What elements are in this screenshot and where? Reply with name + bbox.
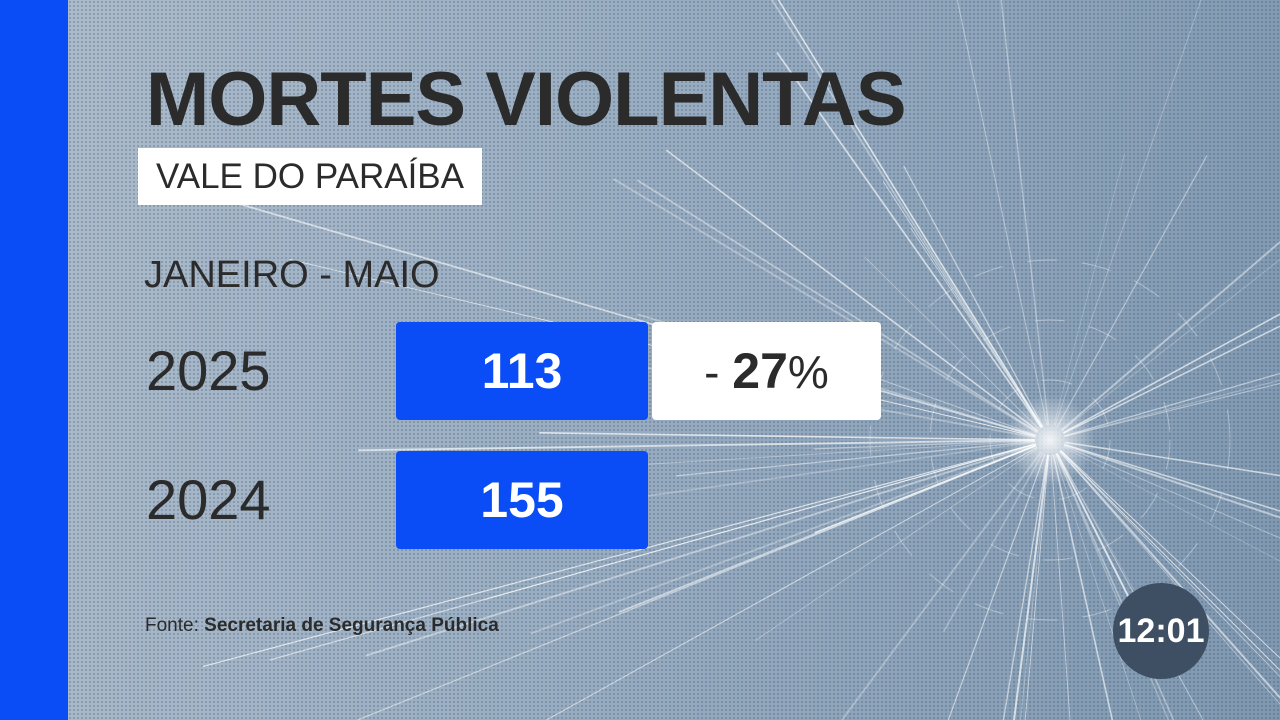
crack-line: [1064, 372, 1280, 437]
change-unit: %: [787, 346, 829, 398]
crack-line: [1064, 379, 1280, 437]
change-badge: - 27%: [652, 322, 881, 420]
crack-line: [1063, 325, 1280, 435]
crack-line: [841, 451, 1042, 720]
crack-line: [636, 179, 1038, 433]
crack-line: [1000, 0, 1050, 426]
crack-line: [365, 443, 1036, 657]
crack-line: [1060, 450, 1280, 677]
crack-ring: [989, 379, 1111, 501]
crack-line: [813, 439, 1036, 450]
year-2024-label: 2024: [146, 468, 271, 531]
crack-line: [484, 443, 1036, 600]
crack-line: [1064, 382, 1280, 437]
period-label: JANEIRO - MAIO: [144, 254, 440, 296]
crack-line: [546, 446, 1038, 720]
crack-line: [1063, 443, 1280, 519]
crack-line: [942, 452, 1044, 633]
crack-ring: [929, 319, 1171, 561]
crack-line: [192, 189, 1036, 437]
crack-line: [1019, 454, 1049, 720]
crack-line: [1054, 454, 1142, 720]
crack-line: [530, 444, 1037, 635]
crack-line: [1061, 259, 1280, 432]
crack-line: [1002, 454, 1049, 720]
crack-line: [777, 0, 1043, 428]
crack-line: [882, 181, 1043, 428]
accent-stripe: [0, 0, 68, 720]
crack-line: [956, 0, 1048, 426]
crack-line: [864, 256, 1040, 430]
source-note: Fonte: Secretaria de Segurança Pública: [145, 615, 499, 637]
crack-line: [1063, 445, 1280, 539]
crack-line: [676, 440, 1036, 477]
crack-line: [755, 448, 1038, 641]
crack-line: [1060, 450, 1280, 671]
crack-line: [612, 178, 1038, 434]
crack-line: [202, 443, 1036, 668]
crack-line: [1060, 450, 1280, 659]
crack-line: [903, 165, 1044, 428]
crack-line: [1064, 443, 1280, 512]
crack-line: [1024, 454, 1050, 720]
crack-ring: [869, 259, 1231, 621]
change-value: 27: [732, 343, 788, 399]
impact-point: [1005, 395, 1095, 485]
crack-line: [1056, 155, 1208, 428]
crack-line: [1059, 450, 1280, 699]
crack-line: [1050, 454, 1071, 720]
crack-line: [814, 444, 1037, 534]
value-2024-box: 155: [396, 451, 648, 549]
region-label: VALE DO PARAÍBA: [138, 148, 482, 205]
crack-line: [1053, 153, 1125, 426]
crack-line: [771, 0, 1043, 428]
crack-line: [1060, 241, 1280, 431]
change-sign: -: [704, 346, 720, 398]
year-2025-label: 2025: [146, 339, 271, 402]
page-title: MORTES VIOLENTAS: [146, 57, 907, 142]
crack-line: [1064, 441, 1280, 477]
crack-line: [1062, 313, 1280, 434]
crack-line: [910, 227, 1043, 428]
crack-line: [776, 52, 1043, 429]
crack-line: [1013, 454, 1050, 720]
crack-line: [1052, 454, 1114, 720]
crack-line: [1003, 454, 1048, 720]
source-label: Fonte:: [145, 615, 199, 636]
crack-line: [358, 439, 1036, 452]
crack-line: [539, 432, 1036, 441]
crack-line: [665, 149, 1039, 432]
crack-line: [1063, 446, 1280, 562]
clock-badge: 12:01: [1113, 583, 1209, 679]
crack-line: [947, 453, 1046, 720]
value-2025-box: 113: [396, 322, 648, 420]
source-name: Secretaria de Segurança Pública: [204, 615, 499, 636]
crack-line: [1054, 0, 1202, 426]
